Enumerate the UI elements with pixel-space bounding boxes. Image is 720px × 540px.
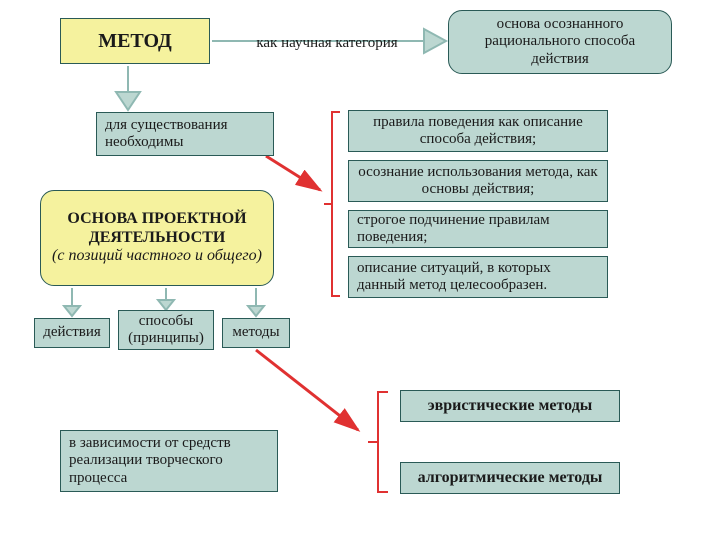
node-heuristic-text: эвристические методы	[428, 397, 593, 415]
node-project-basis-subtitle: (с позиций частного и общего)	[49, 247, 265, 265]
node-depends-on-means: в зависимости от средств реализации твор…	[60, 430, 278, 492]
node-project-basis-title: ОСНОВА ПРОЕКТНОЙ ДЕЯТЕЛЬНОСТИ	[49, 210, 265, 247]
node-algorithmic-text: алгоритмические методы	[418, 469, 603, 487]
node-needed-for-existence: для существования необходимы	[96, 112, 274, 156]
node-project-basis: ОСНОВА ПРОЕКТНОЙ ДЕЯТЕЛЬНОСТИ (с позиций…	[40, 190, 274, 286]
node-principles-text: способы (принципы)	[127, 313, 205, 348]
node-rule-2: осознание использования метода, как осно…	[348, 160, 608, 202]
node-principles: способы (принципы)	[118, 310, 214, 350]
node-rule-2-text: осознание использования метода, как осно…	[357, 164, 599, 199]
node-rule-1: правила поведения как описание способа д…	[348, 110, 608, 152]
node-rule-3-text: строгое подчинение правилам поведения;	[357, 212, 599, 247]
node-methods: методы	[222, 318, 290, 348]
node-rule-4-text: описание ситуаций, в которых данный мето…	[357, 260, 599, 295]
node-project-basis-inner: ОСНОВА ПРОЕКТНОЙ ДЕЯТЕЛЬНОСТИ (с позиций…	[49, 210, 265, 265]
node-rule-1-text: правила поведения как описание способа д…	[357, 114, 599, 149]
node-actions-text: действия	[43, 324, 101, 341]
node-needed-text: для существования необходимы	[105, 117, 265, 152]
label-scientific-category-text: как научная категория	[256, 35, 397, 51]
diagram-stage: МЕТОД как научная категория основа осозн…	[0, 0, 720, 540]
node-rational-basis-text: основа осознанного рационального способа…	[457, 16, 663, 68]
node-method: МЕТОД	[60, 18, 210, 64]
node-heuristic-methods: эвристические методы	[400, 390, 620, 422]
node-actions: действия	[34, 318, 110, 348]
node-rule-4: описание ситуаций, в которых данный мето…	[348, 256, 608, 298]
node-rule-3: строгое подчинение правилам поведения;	[348, 210, 608, 248]
node-methods-text: методы	[232, 324, 279, 341]
node-depends-text: в зависимости от средств реализации твор…	[69, 435, 269, 487]
label-scientific-category: как научная категория	[232, 35, 422, 52]
node-method-text: МЕТОД	[98, 30, 172, 53]
node-algorithmic-methods: алгоритмические методы	[400, 462, 620, 494]
node-rational-basis: основа осознанного рационального способа…	[448, 10, 672, 74]
